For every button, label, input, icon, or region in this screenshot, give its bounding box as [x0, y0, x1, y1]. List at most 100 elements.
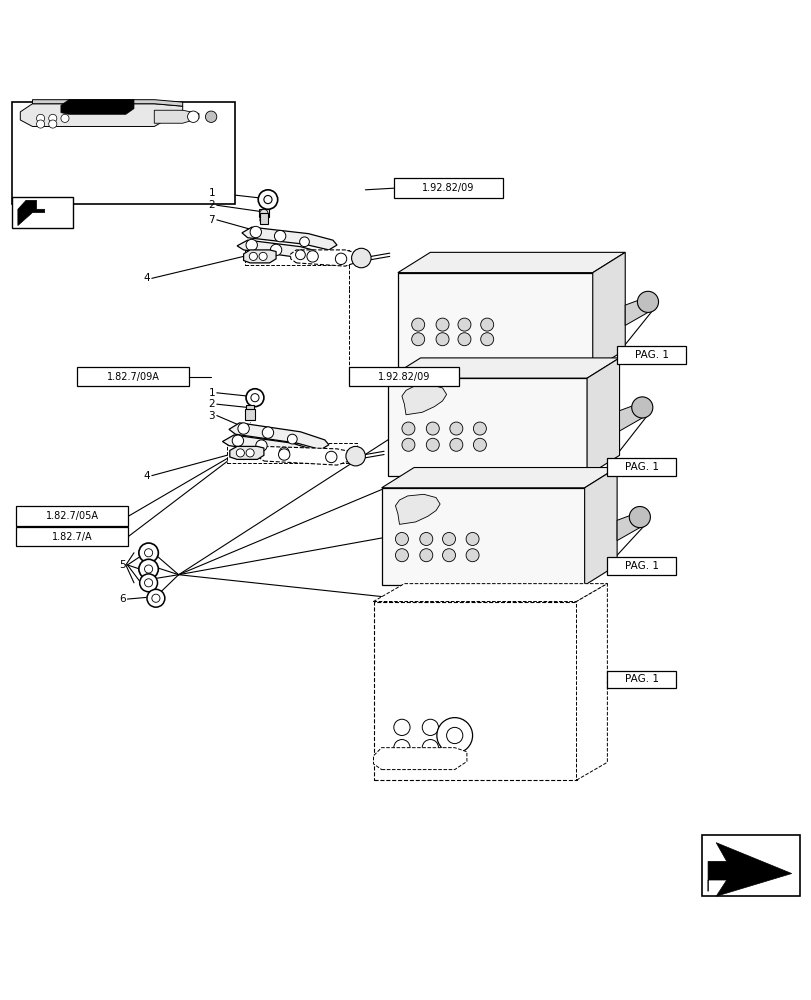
Circle shape — [419, 532, 432, 545]
Text: 2: 2 — [208, 200, 215, 210]
Circle shape — [299, 237, 309, 247]
FancyBboxPatch shape — [12, 102, 235, 204]
Polygon shape — [237, 240, 328, 263]
Circle shape — [144, 579, 152, 587]
Circle shape — [480, 333, 493, 346]
Circle shape — [426, 438, 439, 451]
Circle shape — [152, 594, 160, 602]
Polygon shape — [229, 423, 328, 450]
Circle shape — [246, 449, 254, 457]
Circle shape — [351, 248, 371, 268]
FancyBboxPatch shape — [16, 506, 128, 526]
Text: PAG. 1: PAG. 1 — [624, 674, 658, 684]
Polygon shape — [227, 443, 357, 463]
Text: PAG. 1: PAG. 1 — [624, 462, 658, 472]
Text: 1.82.7/05A: 1.82.7/05A — [45, 511, 99, 521]
Circle shape — [238, 423, 249, 434]
Circle shape — [411, 318, 424, 331]
Polygon shape — [576, 584, 607, 780]
Text: 1.82.7/A: 1.82.7/A — [52, 532, 92, 542]
Polygon shape — [242, 227, 337, 250]
Circle shape — [401, 422, 414, 435]
Circle shape — [473, 422, 486, 435]
Circle shape — [274, 230, 285, 242]
Circle shape — [232, 435, 243, 446]
Circle shape — [335, 253, 346, 265]
Polygon shape — [381, 468, 616, 488]
FancyBboxPatch shape — [607, 671, 676, 688]
Polygon shape — [401, 385, 446, 415]
Circle shape — [457, 318, 470, 331]
Circle shape — [466, 549, 478, 562]
Circle shape — [279, 447, 289, 457]
Circle shape — [139, 559, 158, 579]
Polygon shape — [616, 510, 645, 541]
FancyBboxPatch shape — [259, 209, 268, 217]
Circle shape — [449, 422, 462, 435]
Circle shape — [258, 190, 277, 209]
Circle shape — [144, 565, 152, 573]
Circle shape — [449, 438, 462, 451]
Circle shape — [451, 719, 467, 735]
Circle shape — [629, 506, 650, 528]
Circle shape — [446, 727, 462, 744]
Circle shape — [436, 318, 448, 331]
Circle shape — [426, 422, 439, 435]
Circle shape — [436, 718, 472, 753]
Text: 1.92.82/09: 1.92.82/09 — [422, 183, 474, 193]
Circle shape — [260, 216, 268, 224]
Circle shape — [422, 740, 438, 756]
FancyBboxPatch shape — [616, 346, 685, 364]
Circle shape — [637, 291, 658, 312]
Text: 5: 5 — [119, 560, 126, 570]
Circle shape — [236, 449, 244, 457]
Polygon shape — [619, 400, 647, 431]
FancyBboxPatch shape — [77, 367, 189, 386]
FancyBboxPatch shape — [381, 488, 584, 585]
Text: 1: 1 — [208, 388, 215, 398]
Circle shape — [401, 438, 414, 451]
Circle shape — [345, 446, 365, 466]
Polygon shape — [20, 104, 182, 126]
Polygon shape — [373, 748, 466, 770]
Polygon shape — [243, 250, 276, 263]
Polygon shape — [290, 250, 357, 266]
Circle shape — [205, 111, 217, 122]
Polygon shape — [18, 200, 45, 226]
Polygon shape — [592, 252, 624, 370]
Circle shape — [411, 333, 424, 346]
Circle shape — [395, 532, 408, 545]
Circle shape — [436, 333, 448, 346]
Circle shape — [251, 394, 259, 402]
FancyBboxPatch shape — [607, 557, 676, 575]
FancyBboxPatch shape — [388, 378, 586, 476]
Circle shape — [473, 438, 486, 451]
Circle shape — [260, 209, 268, 217]
Circle shape — [36, 114, 45, 122]
Circle shape — [442, 549, 455, 562]
Circle shape — [187, 111, 199, 122]
Polygon shape — [32, 100, 182, 106]
FancyBboxPatch shape — [12, 197, 73, 228]
Circle shape — [246, 239, 257, 251]
FancyBboxPatch shape — [393, 178, 503, 198]
Circle shape — [393, 719, 410, 735]
Circle shape — [255, 440, 267, 451]
Circle shape — [287, 434, 297, 444]
Circle shape — [442, 532, 455, 545]
Text: 1: 1 — [208, 188, 215, 198]
Circle shape — [49, 114, 57, 122]
Polygon shape — [154, 110, 199, 123]
FancyBboxPatch shape — [16, 527, 128, 546]
Circle shape — [422, 719, 438, 735]
Circle shape — [466, 532, 478, 545]
FancyBboxPatch shape — [349, 367, 458, 386]
Text: 1.92.82/09: 1.92.82/09 — [377, 372, 430, 382]
FancyBboxPatch shape — [373, 601, 576, 780]
Circle shape — [264, 196, 272, 204]
Polygon shape — [586, 358, 619, 476]
Polygon shape — [230, 446, 264, 459]
FancyBboxPatch shape — [397, 273, 592, 370]
Polygon shape — [222, 435, 322, 461]
Circle shape — [419, 549, 432, 562]
